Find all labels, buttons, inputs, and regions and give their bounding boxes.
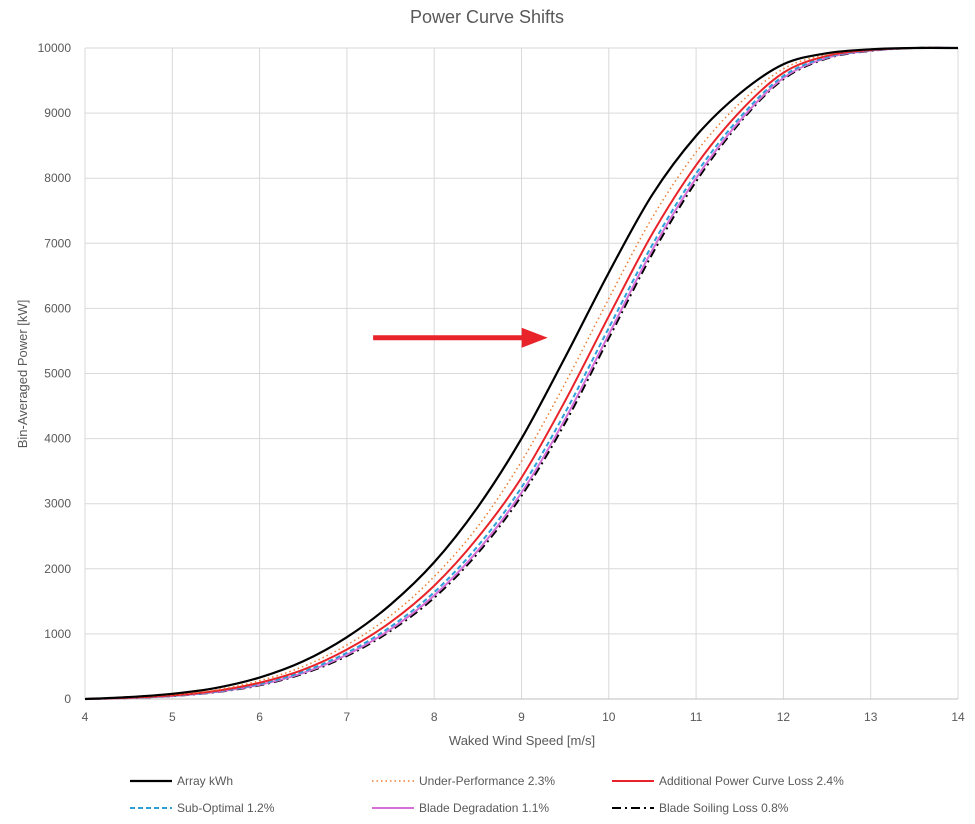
legend-item: Blade Degradation 1.1% (372, 801, 549, 815)
legend-item: Sub-Optimal 1.2% (130, 801, 275, 815)
y-tick-label: 7000 (44, 236, 71, 250)
legend-label: Under-Performance 2.3% (419, 774, 555, 788)
x-axis-title: Waked Wind Speed [m/s] (449, 733, 595, 748)
y-tick-label: 9000 (44, 106, 71, 120)
series-line-array-kwh (84, 46, 959, 701)
annotation-arrow-head (521, 327, 548, 348)
chart-title: Power Curve Shifts (410, 7, 564, 27)
legend-label: Additional Power Curve Loss 2.4% (659, 774, 844, 788)
series-line-additional-power-curve-loss-2-4 (84, 46, 959, 700)
axes: 4 5 6 7 8 9 10 11 12 13 14 0 1000 2000 3000 4000 5000 600… (38, 41, 965, 724)
x-tick-label: 12 (777, 710, 791, 724)
y-tick-label: 5000 (44, 367, 71, 381)
annotations (373, 327, 548, 348)
x-tick-label: 7 (344, 710, 351, 724)
y-tick-label: 8000 (44, 171, 71, 185)
x-tick-label: 10 (602, 710, 616, 724)
legend-label: Array kWh (177, 774, 233, 788)
y-tick-label: 1000 (44, 627, 71, 641)
x-tick-label: 14 (951, 710, 965, 724)
legend-label: Blade Soiling Loss 0.8% (659, 801, 789, 815)
x-tick-label: 5 (169, 710, 176, 724)
y-tick-label: 10000 (38, 41, 72, 55)
y-tick-label: 4000 (44, 432, 71, 446)
legend-item: Blade Soiling Loss 0.8% (612, 801, 789, 815)
legend-item: Under-Performance 2.3% (372, 774, 555, 788)
series-lines (84, 46, 959, 701)
legend-label: Blade Degradation 1.1% (419, 801, 549, 815)
y-tick-label: 6000 (44, 301, 71, 315)
x-tick-label: 13 (864, 710, 878, 724)
legend-label: Sub-Optimal 1.2% (177, 801, 275, 815)
grid-lines (84, 47, 959, 700)
x-tick-label: 6 (256, 710, 263, 724)
y-tick-label: 3000 (44, 497, 71, 511)
legend-item: Additional Power Curve Loss 2.4% (612, 774, 844, 788)
y-axis-title: Bin-Averaged Power [kW] (15, 300, 30, 449)
legend-item: Array kWh (130, 774, 233, 788)
x-tick-label: 4 (82, 710, 89, 724)
x-tick-label: 8 (431, 710, 438, 724)
x-tick-label: 11 (690, 710, 703, 724)
y-tick-label: 2000 (44, 562, 71, 576)
legend: Array kWh Under-Performance 2.3% Additiona… (130, 774, 844, 815)
x-tick-label: 9 (518, 710, 525, 724)
series-line-under-performance-2-3 (84, 47, 959, 700)
y-tick-label: 0 (64, 692, 71, 706)
